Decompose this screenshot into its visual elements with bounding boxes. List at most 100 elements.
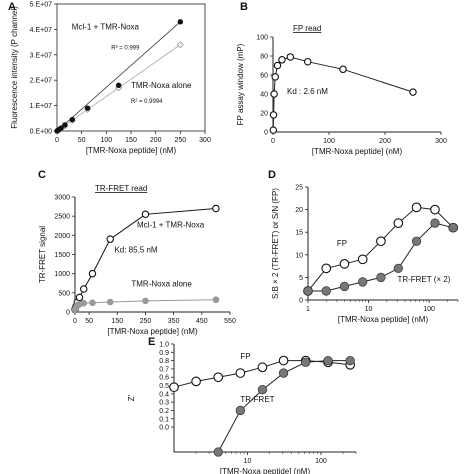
data-point [169, 382, 179, 393]
x-tick-label: 10 [365, 306, 373, 313]
chart-title: TR-FRET read [95, 184, 147, 193]
y-tick-label: 0.0 [159, 425, 169, 432]
data-point [257, 362, 268, 373]
data-point [106, 235, 114, 243]
data-point [84, 105, 91, 111]
y-tick-label: 3000 [54, 195, 70, 202]
y-tick-label: 1500 [54, 252, 70, 259]
data-point [269, 111, 278, 119]
x-tick-label: 50 [78, 137, 86, 144]
y-tick-label: 1.0 [159, 342, 169, 349]
data-point [278, 368, 289, 378]
panel-label: A [8, 1, 16, 13]
x-tick-label: 300 [435, 138, 447, 145]
annotation: Kd: 85.5 nM [114, 246, 157, 255]
data-point [323, 355, 333, 366]
annotation: Kd : 2.6 nM [287, 87, 328, 96]
data-point [278, 355, 289, 366]
data-point [303, 57, 312, 66]
y-tick-label: 1.E+07 [30, 103, 52, 110]
data-point [345, 355, 355, 366]
y-tick-label: 0.8 [159, 358, 169, 365]
data-point [339, 281, 350, 292]
x-tick-label: 200 [379, 138, 391, 145]
data-point [58, 125, 64, 131]
data-point [271, 73, 279, 81]
data-point [212, 204, 220, 213]
data-point [273, 61, 282, 70]
chart-title: FP read [293, 24, 321, 33]
annotation: FP [337, 239, 347, 248]
x-tick-label: 450 [196, 318, 208, 325]
x-tick-label: 100 [100, 137, 112, 144]
data-point [213, 372, 224, 383]
y-axis-label: FP assay window (mP) [236, 43, 245, 125]
x-tick-label: 0 [55, 137, 59, 144]
annotation: R² = 0.999 [111, 46, 140, 52]
data-point [301, 357, 311, 367]
x-axis-label: [TMR-Noxa peptide] (nM) [220, 467, 311, 474]
data-point [303, 286, 313, 296]
x-tick-label: 150 [125, 137, 137, 144]
data-point [339, 258, 350, 269]
x-tick-label: 350 [168, 318, 180, 325]
y-tick-label: 10 [295, 252, 303, 259]
x-axis-label: [TMR-Noxa peptide] (nM) [86, 146, 177, 155]
y-tick-label: 5.E+07 [30, 2, 52, 9]
y-tick-label: 15 [295, 230, 303, 237]
data-point [321, 286, 331, 296]
data-point [80, 299, 88, 307]
y-tick-label: 0.7 [159, 366, 169, 373]
panel-label: E [148, 336, 155, 348]
data-point [257, 385, 268, 395]
data-point [321, 263, 332, 274]
y-tick-label: 20 [295, 207, 303, 214]
y-tick-label: 0.3 [159, 400, 169, 407]
annotation: TR-FRET (× 2) [397, 275, 450, 284]
panel-label: B [240, 1, 248, 13]
data-point [411, 202, 422, 213]
x-tick-label: 250 [140, 318, 152, 325]
y-tick-label: 0 [299, 298, 303, 305]
data-point [270, 90, 278, 98]
data-point [393, 218, 404, 229]
panel-label: C [38, 169, 46, 181]
data-point [141, 210, 150, 219]
annotation: R² = 0.9994 [131, 99, 163, 105]
annotation: Mcl-1 + TMR-Noxa [137, 221, 205, 230]
x-tick-label: 100 [315, 458, 327, 465]
data-point [75, 293, 84, 302]
y-tick-label: 100 [256, 35, 268, 42]
y-axis-label: S:B × 2 (TR-FRET) or S/N (FP) [271, 188, 280, 299]
data-point [176, 41, 184, 49]
x-tick-label: 150 [111, 318, 123, 325]
panel-label: D [268, 169, 276, 181]
data-point [278, 56, 286, 64]
data-point [286, 53, 295, 61]
y-tick-label: 25 [295, 185, 303, 192]
data-point [191, 376, 201, 387]
data-point [430, 218, 440, 228]
x-tick-label: 250 [174, 137, 186, 144]
x-tick-label: 10 [244, 458, 252, 465]
data-point [142, 297, 149, 305]
data-point [213, 447, 223, 457]
data-point [357, 254, 368, 265]
y-tick-label: 2000 [54, 233, 70, 240]
data-point [79, 285, 88, 293]
y-tick-label: 0.1 [159, 416, 169, 423]
y-tick-label: 3.E+07 [30, 52, 52, 59]
y-tick-label: 80 [260, 54, 268, 61]
annotation: TMR-Noxa alone [131, 81, 192, 90]
y-tick-label: 0.9 [159, 350, 169, 357]
y-tick-label: 0 [264, 130, 268, 137]
data-point [376, 236, 386, 247]
y-tick-label: 1000 [54, 271, 70, 278]
x-tick-label: 200 [150, 137, 162, 144]
x-tick-label: 550 [224, 318, 236, 325]
y-tick-label: 5 [299, 275, 303, 282]
y-tick-label: 0.4 [159, 391, 169, 398]
y-axis-label: Z' [127, 394, 136, 401]
x-axis-label: [TMR-Noxa peptide] (nM) [338, 315, 429, 324]
